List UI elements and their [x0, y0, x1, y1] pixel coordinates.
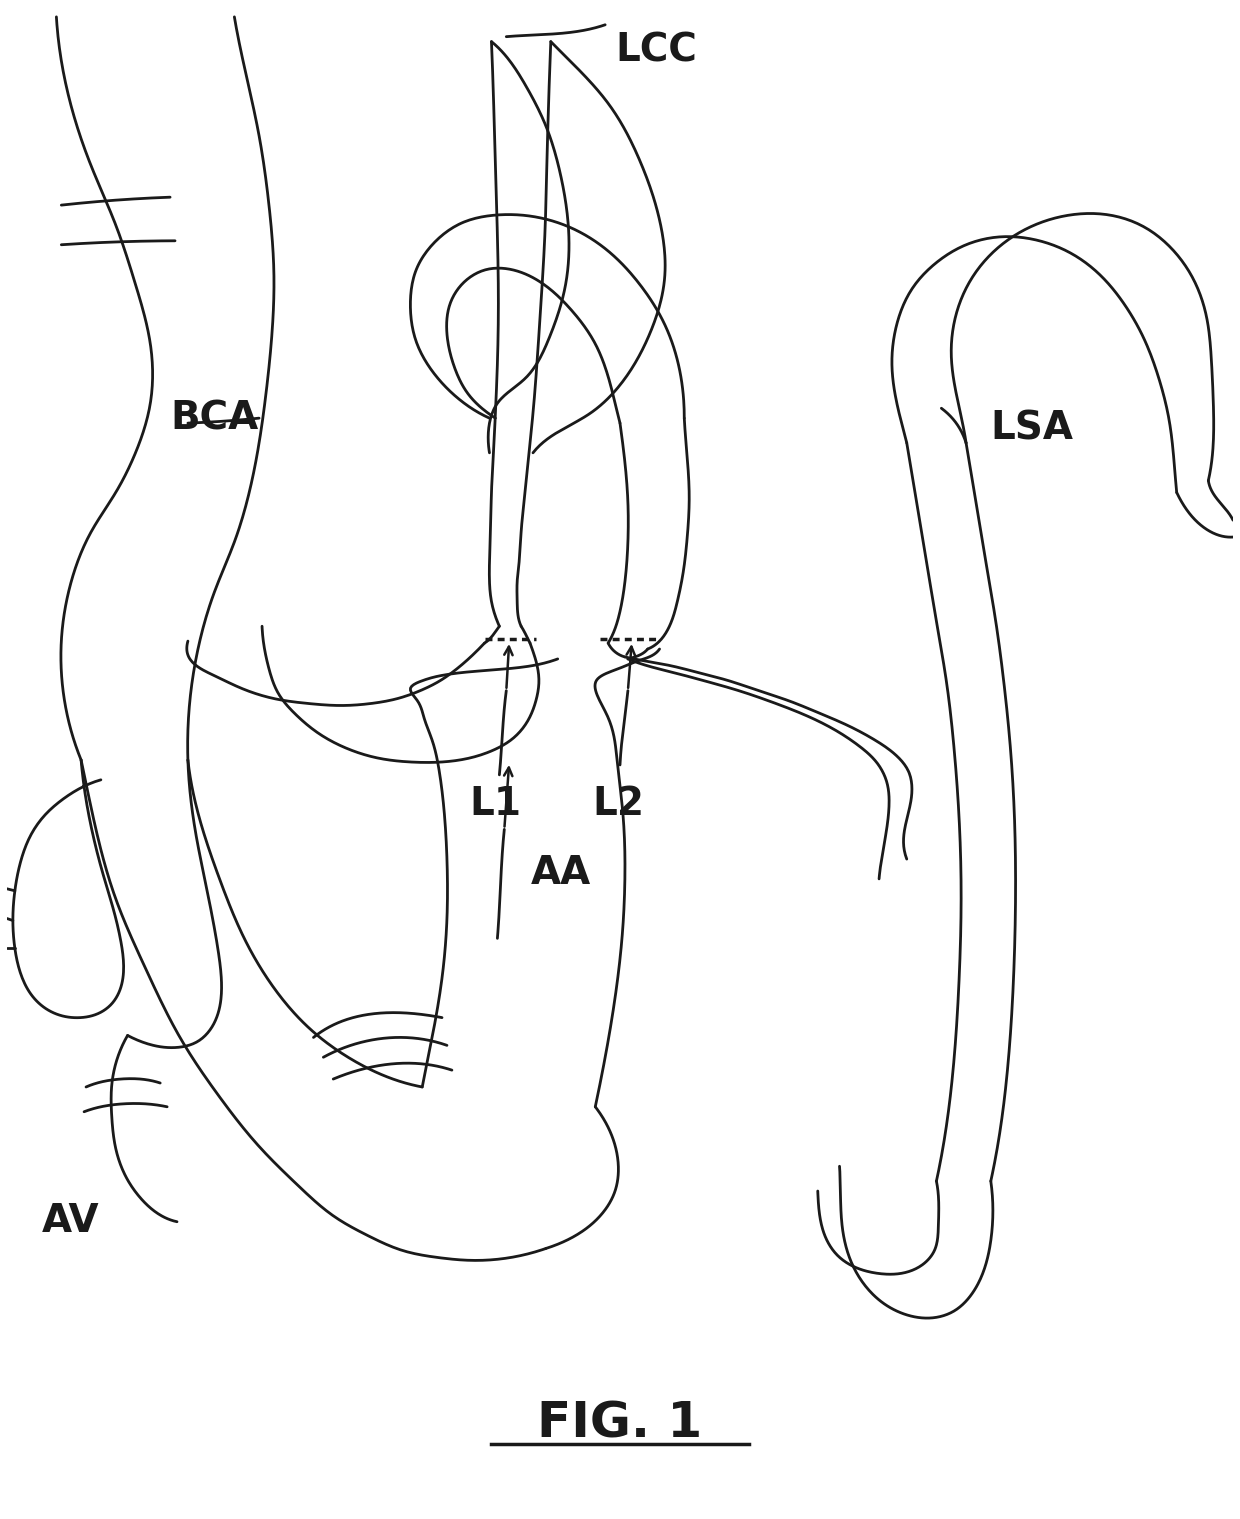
Text: L2: L2 [593, 785, 645, 823]
Text: L1: L1 [470, 785, 522, 823]
Text: BCA: BCA [170, 399, 258, 437]
Text: LSA: LSA [991, 409, 1074, 447]
Text: AA: AA [531, 854, 591, 892]
Text: FIG. 1: FIG. 1 [537, 1401, 703, 1448]
Text: AV: AV [42, 1202, 99, 1240]
Text: LCC: LCC [615, 32, 697, 70]
